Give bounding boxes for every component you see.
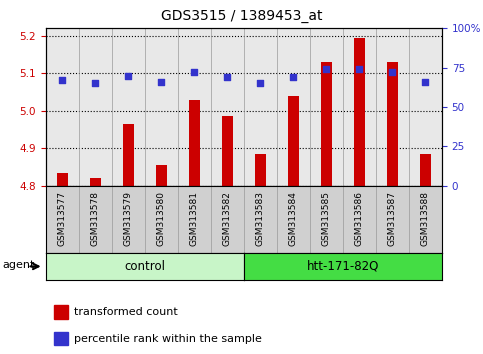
Text: GSM313586: GSM313586 <box>355 191 364 246</box>
Point <box>422 79 429 85</box>
Point <box>323 67 330 72</box>
Bar <box>354 38 365 186</box>
Point <box>224 74 231 80</box>
Text: GSM313584: GSM313584 <box>289 191 298 246</box>
Bar <box>387 62 398 186</box>
Text: GSM313582: GSM313582 <box>223 191 232 246</box>
Point <box>388 70 396 75</box>
Bar <box>54 305 68 319</box>
Point <box>125 73 132 78</box>
Point <box>91 81 99 86</box>
Text: GSM313585: GSM313585 <box>322 191 331 246</box>
Text: htt-171-82Q: htt-171-82Q <box>307 260 379 273</box>
Point <box>157 79 165 85</box>
Bar <box>255 154 266 186</box>
Text: GSM313587: GSM313587 <box>388 191 397 246</box>
Text: control: control <box>125 260 165 273</box>
Text: percentile rank within the sample: percentile rank within the sample <box>73 333 261 343</box>
Point <box>190 70 198 75</box>
Bar <box>57 173 68 186</box>
Text: GSM313577: GSM313577 <box>58 191 67 246</box>
Point <box>256 81 264 86</box>
Bar <box>222 116 233 186</box>
Text: GDS3515 / 1389453_at: GDS3515 / 1389453_at <box>161 9 322 23</box>
Bar <box>156 165 167 186</box>
Bar <box>90 178 101 186</box>
Point <box>355 67 363 72</box>
Bar <box>123 124 134 186</box>
Text: GSM313578: GSM313578 <box>91 191 100 246</box>
Text: GSM313583: GSM313583 <box>256 191 265 246</box>
Text: transformed count: transformed count <box>73 307 177 317</box>
Bar <box>288 96 299 186</box>
Point <box>58 78 66 83</box>
Text: GSM313581: GSM313581 <box>190 191 199 246</box>
Text: GSM313579: GSM313579 <box>124 191 133 246</box>
Bar <box>321 62 332 186</box>
Text: GSM313588: GSM313588 <box>421 191 430 246</box>
Bar <box>54 332 68 345</box>
Bar <box>189 99 200 186</box>
Point <box>289 74 297 80</box>
Text: agent: agent <box>2 260 35 270</box>
Text: GSM313580: GSM313580 <box>157 191 166 246</box>
Bar <box>420 154 431 186</box>
